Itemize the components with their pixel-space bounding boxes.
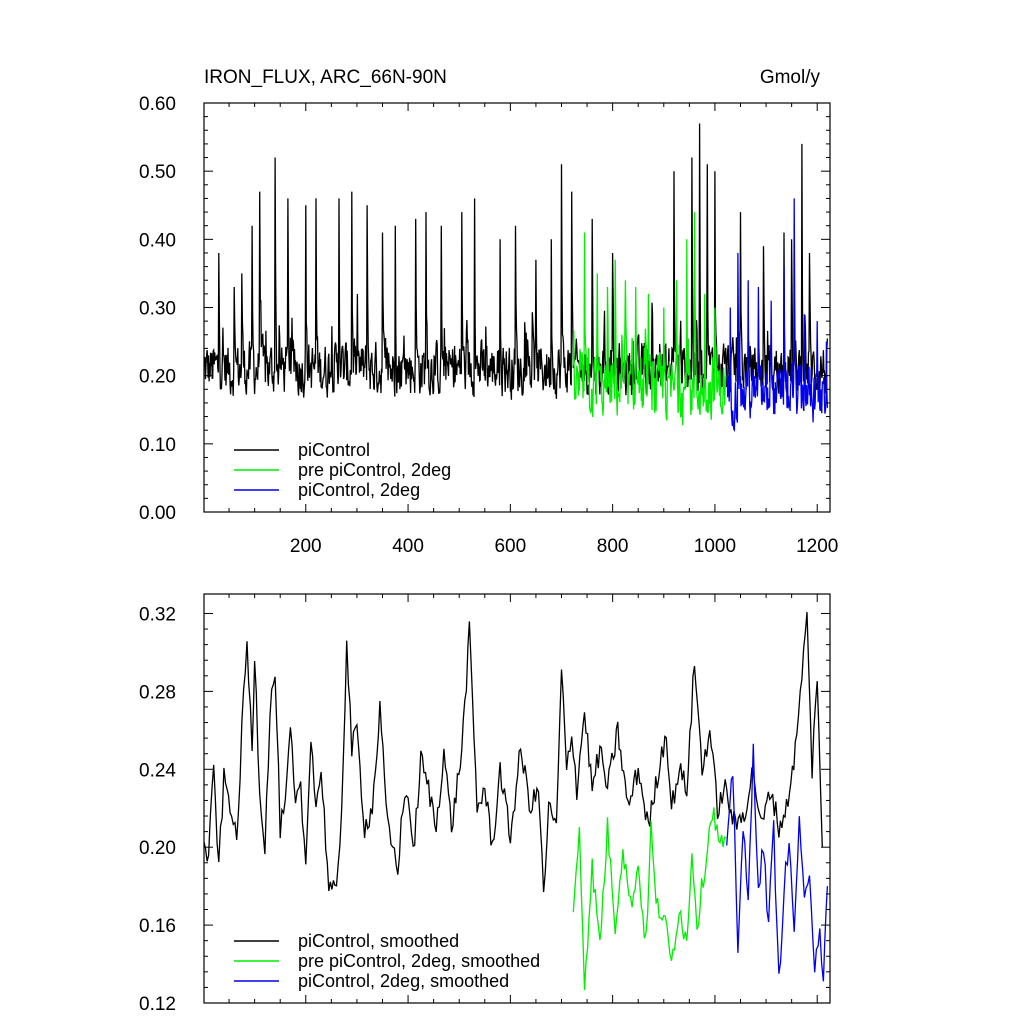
series-line-2 bbox=[572, 807, 727, 991]
legend-label: pre piControl, 2deg bbox=[298, 460, 451, 480]
top-panel: 200 400 600 800 1000 1200 0.00 0.10 0.20 0.30 0.40… bbox=[139, 94, 838, 557]
chart-title: IRON_FLUX, ARC_66N-90N bbox=[204, 67, 447, 88]
x-tick-label: 400 bbox=[392, 536, 424, 557]
y-tick-label: 0.32 bbox=[139, 604, 176, 625]
legend-label: piControl, 2deg bbox=[298, 480, 420, 500]
x-tick-label: 1200 bbox=[796, 536, 838, 557]
x-tick-label: 800 bbox=[597, 536, 629, 557]
series-line-3 bbox=[726, 198, 829, 433]
chart-units: Gmol/y bbox=[760, 67, 821, 88]
x-tick-label: 200 bbox=[290, 536, 322, 557]
legend-label: pre piControl, 2deg, smoothed bbox=[298, 951, 540, 971]
series-line-2 bbox=[572, 212, 727, 426]
legend-label: piControl, 2deg, smoothed bbox=[298, 971, 509, 991]
series-line-1 bbox=[203, 123, 829, 400]
y-tick-label: 0.50 bbox=[139, 162, 176, 183]
bottom-panel: 0.12 0.16 0.20 0.24 0.28 0.32 piControl, smoot… bbox=[139, 593, 831, 1015]
y-tick-label: 0.30 bbox=[139, 299, 176, 320]
y-tick-label: 0.40 bbox=[139, 230, 176, 251]
series-line-3 bbox=[726, 743, 829, 982]
plot-frame bbox=[203, 593, 831, 1004]
x-tick-label: 1000 bbox=[694, 536, 736, 557]
y-tick-label: 0.10 bbox=[139, 435, 176, 456]
y-tick-label: 0.00 bbox=[139, 503, 176, 524]
y-tick-label: 0.28 bbox=[139, 682, 176, 703]
legend-label: piControl bbox=[298, 440, 370, 460]
legend-label: piControl, smoothed bbox=[298, 931, 459, 951]
y-tick-label: 0.20 bbox=[139, 367, 176, 388]
y-tick-label: 0.16 bbox=[139, 916, 176, 937]
y-tick-label: 0.24 bbox=[139, 760, 176, 781]
series-line-1 bbox=[203, 612, 823, 893]
y-tick-label: 0.60 bbox=[139, 94, 176, 115]
x-tick-label: 600 bbox=[494, 536, 526, 557]
y-tick-label: 0.12 bbox=[139, 994, 176, 1015]
y-tick-label: 0.20 bbox=[139, 838, 176, 859]
